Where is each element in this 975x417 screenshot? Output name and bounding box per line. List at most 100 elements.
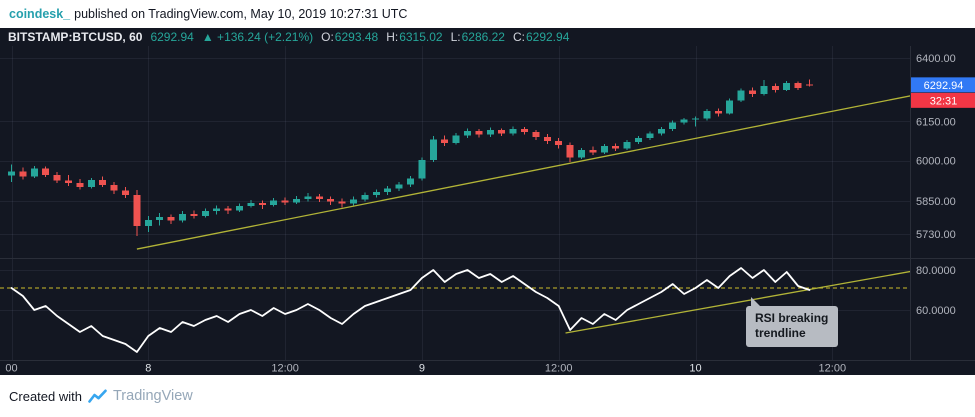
candle-body: [464, 131, 471, 136]
candle-body: [600, 146, 608, 153]
candle-body: [521, 128, 528, 133]
candle-body: [87, 179, 95, 187]
candle-body: [475, 131, 483, 135]
candle-body: [509, 128, 517, 134]
candle-body: [179, 213, 186, 221]
candle-body: [293, 199, 300, 203]
candle-body: [771, 85, 779, 90]
candle-body: [555, 140, 563, 146]
candle-body: [315, 196, 323, 199]
rsi-line: [10, 267, 811, 353]
candle-body: [372, 192, 380, 196]
legend-close-value: 6292.94: [525, 30, 570, 44]
candle-body: [589, 149, 597, 153]
candle-body: [144, 219, 152, 227]
candle-body: [566, 145, 574, 158]
candle-body: [407, 178, 414, 185]
rsi-tooltip[interactable]: RSI breaking trendline: [746, 297, 839, 347]
candle-body: [578, 149, 585, 158]
candle-body: [714, 110, 722, 114]
candle-body: [110, 185, 118, 191]
candle-body: [361, 195, 369, 200]
svg-text:6292.94: 6292.94: [924, 80, 964, 92]
svg-text:6000.00: 6000.00: [916, 156, 956, 168]
candle-body: [737, 90, 745, 101]
candle-body: [53, 175, 61, 181]
last-price-badge: 6292.94: [911, 77, 975, 93]
candle-body: [156, 216, 164, 220]
legend-close-label: C:: [512, 30, 525, 44]
legend-low-value: 6286.22: [461, 30, 505, 44]
candle-body: [429, 139, 437, 160]
candle-body: [749, 90, 756, 94]
candle-body: [65, 180, 72, 184]
candle-body: [224, 208, 232, 211]
candle-body: [190, 213, 198, 217]
svg-text:00: 00: [5, 363, 17, 375]
svg-text:12:00: 12:00: [545, 363, 573, 375]
candle-body: [623, 141, 631, 149]
svg-text:80.0000: 80.0000: [916, 265, 956, 277]
candle-body: [726, 100, 734, 114]
candle-body: [794, 82, 802, 88]
candle-body: [281, 200, 289, 203]
candles: [8, 79, 813, 237]
legend-high-label: H:: [386, 30, 399, 44]
footer: Created with TradingView: [0, 375, 975, 417]
chart-container: BITSTAMP:BTCUSD, 60 6292.94 ▲ +136.24 (+…: [0, 28, 975, 375]
legend-high: H: 6315.02: [386, 30, 442, 44]
created-with-text: Created with: [9, 388, 82, 404]
attribution-username[interactable]: coindesk_: [9, 7, 71, 21]
attribution-text: published on TradingView.com, May 10, 20…: [74, 7, 408, 21]
time-axis[interactable]: 00 8 12:00 9 12:00 10 12:00: [5, 363, 846, 375]
candle-body: [384, 188, 392, 193]
candle-body: [247, 202, 255, 206]
candle-body: [612, 146, 620, 149]
countdown-badge: 32:31: [911, 92, 975, 108]
pane-separators: [0, 46, 975, 361]
svg-text:10: 10: [689, 363, 701, 375]
candle-body: [133, 195, 141, 227]
svg-text:6400.00: 6400.00: [916, 53, 956, 65]
rsi-tooltip-line1: RSI breaking: [755, 311, 829, 325]
candle-body: [19, 171, 27, 177]
price-axis[interactable]: 6400.00 6150.00 6000.00 5850.00 5730.00 80.00…: [916, 53, 956, 317]
candle-body: [270, 200, 278, 206]
tradingview-brand-text[interactable]: TradingView: [112, 388, 193, 404]
legend-last-price: 6292.94: [150, 30, 194, 44]
symbol-legend: BITSTAMP:BTCUSD, 60 6292.94 ▲ +136.24 (+…: [0, 28, 975, 46]
candle-body: [543, 136, 551, 141]
candle-body: [532, 132, 540, 137]
legend-open-value: 6293.48: [334, 30, 379, 44]
candle-body: [441, 139, 449, 143]
candle-body: [669, 122, 677, 129]
svg-text:6150.00: 6150.00: [916, 116, 956, 128]
candle-body: [635, 138, 642, 142]
candle-body: [703, 110, 711, 119]
legend-open: O: 6293.48: [321, 30, 378, 44]
tradingview-logo-icon[interactable]: [88, 389, 107, 404]
candle-body: [76, 183, 84, 187]
candle-body: [760, 85, 768, 94]
svg-text:60.0000: 60.0000: [916, 305, 956, 317]
legend-symbol-title[interactable]: BITSTAMP:BTCUSD, 60: [8, 30, 143, 44]
candle-body: [258, 202, 266, 206]
candle-body: [806, 84, 813, 86]
candle-body: [646, 133, 654, 139]
candle-body: [327, 198, 335, 202]
legend-change: ▲ +136.24 (+2.21%): [201, 30, 314, 44]
svg-text:9: 9: [419, 363, 425, 375]
candle-body: [486, 130, 494, 135]
candle-body: [8, 171, 15, 176]
svg-text:5730.00: 5730.00: [916, 229, 956, 241]
candle-body: [498, 130, 506, 134]
rsi-trendline[interactable]: [565, 260, 975, 334]
candle-body: [42, 168, 50, 176]
svg-text:12:00: 12:00: [819, 363, 847, 375]
candle-body: [338, 201, 346, 204]
price-trendline[interactable]: [136, 83, 975, 250]
legend-high-value: 6315.02: [399, 30, 443, 44]
candle-body: [30, 168, 38, 177]
rsi-tooltip-line2: trendline: [755, 326, 806, 340]
